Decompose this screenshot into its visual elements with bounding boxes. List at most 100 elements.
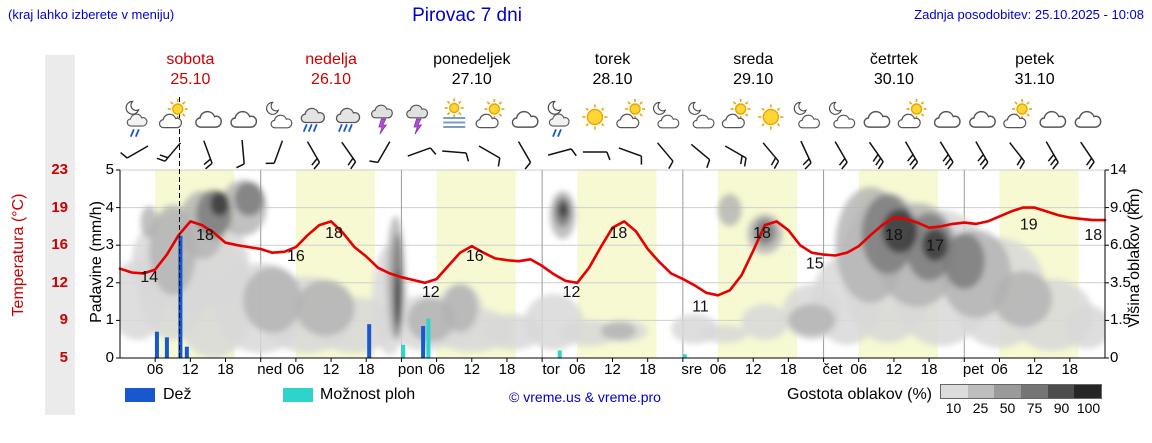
- svg-text:18: 18: [753, 225, 771, 242]
- temp-tick-label: 19: [51, 198, 68, 216]
- wind-barb: [341, 141, 357, 170]
- day-abbrev-label: čet: [822, 361, 843, 378]
- wind-barb: [236, 139, 245, 169]
- day-abbrev-label: pon: [397, 361, 423, 378]
- day-name: četrtek: [869, 51, 918, 68]
- weather-icon-storm: [406, 104, 429, 135]
- weather-icon-sun-cloud: [897, 99, 927, 129]
- day-name: sobota: [166, 51, 215, 68]
- copyright-link[interactable]: © vreme.us & vreme.pro: [509, 389, 661, 405]
- wind-barb: [369, 141, 391, 164]
- day-date: 25.10: [170, 71, 211, 88]
- x-tick-label: 06: [428, 361, 445, 378]
- day-date: 29.10: [733, 71, 774, 88]
- menu-note: (kraj lahko izberete v meniju): [8, 7, 175, 22]
- weather-icon-cloud: [969, 110, 996, 128]
- svg-text:16: 16: [287, 248, 305, 265]
- svg-text:16: 16: [466, 248, 484, 265]
- wind-barb: [478, 145, 501, 167]
- temp-tick-label: 12: [51, 273, 68, 291]
- svg-text:18: 18: [325, 225, 343, 242]
- svg-text:12: 12: [563, 284, 581, 301]
- svg-text:18: 18: [609, 225, 627, 242]
- weather-icon-sun: [582, 104, 608, 130]
- day-abbrev-label: tor: [542, 361, 560, 378]
- wind-barb: [618, 147, 643, 165]
- cloud-tick-label: 1.5: [1110, 311, 1131, 329]
- density-tick-label: 10: [945, 400, 962, 416]
- cloud-shading: [120, 180, 1105, 358]
- x-tick-label: 18: [217, 361, 234, 378]
- weather-icons: [125, 98, 1102, 137]
- weather-icon-moon-cloud: [793, 101, 821, 129]
- x-tick-label: 12: [463, 361, 481, 378]
- weather-icon-fog-sun: [443, 98, 466, 128]
- weather-icon-moon-rain: [547, 100, 570, 137]
- rain-tick-label: 5: [105, 161, 114, 178]
- wind-barb: [547, 148, 577, 157]
- day-name: sreda: [733, 51, 774, 68]
- svg-text:12: 12: [422, 284, 440, 301]
- weather-icon-storm: [370, 104, 393, 135]
- wind-barb: [1009, 142, 1026, 170]
- day-name: petek: [1015, 51, 1055, 68]
- day-date: 31.10: [1014, 71, 1055, 88]
- weather-icon-sun-cloud: [1003, 99, 1033, 129]
- temp-tick-label: 9: [59, 311, 68, 329]
- day-abbrev-label: sre: [681, 361, 703, 378]
- day-name: nedelja: [305, 51, 357, 68]
- weather-icon-cloud: [511, 110, 539, 128]
- weather-icon-moon-cloud: [688, 101, 715, 129]
- day-date: 28.10: [592, 71, 633, 88]
- density-tick-label: 50: [999, 400, 1016, 416]
- cloud-tick-label: 3.5: [1110, 273, 1131, 291]
- weather-icon-moon-cloud: [266, 101, 293, 129]
- weather-icon-moon-cloud: [653, 101, 680, 129]
- rain-tick-label: 3: [105, 236, 114, 254]
- cloud-tick-label: 6.0: [1110, 236, 1131, 254]
- weather-icon-cloud: [195, 110, 222, 128]
- cloud-tick-label: 14: [1110, 161, 1127, 178]
- svg-text:14: 14: [140, 269, 158, 286]
- rain-legend-swatch: [125, 388, 155, 402]
- rain-legend-label: Dež: [163, 386, 192, 403]
- day-date: 27.10: [451, 71, 492, 88]
- x-tick-label: 12: [322, 361, 340, 378]
- page-title: Pirovac 7 dni: [412, 5, 522, 26]
- density-cell: [1074, 385, 1102, 398]
- wind-barb: [407, 147, 437, 157]
- wind-barb: [975, 141, 989, 170]
- svg-text:18: 18: [196, 227, 214, 244]
- temperature-labels: 14 18 16 18 12 16 12 18 11 18 15 18 17 19 18: [140, 217, 1102, 316]
- wind-barb: [800, 140, 812, 170]
- wind-barb: [656, 142, 674, 170]
- x-tick-label: 06: [850, 361, 868, 378]
- temp-tick-label: 5: [59, 349, 68, 366]
- x-tick-label: 06: [991, 361, 1008, 378]
- weather-icon-sun-cloud: [158, 99, 188, 129]
- rain-tick-label: 4: [105, 198, 114, 216]
- density-cell: [967, 385, 995, 398]
- svg-text:15: 15: [806, 256, 824, 273]
- day-abbrev-label: pet: [962, 361, 984, 378]
- weather-icon-cloud-rain: [300, 107, 326, 132]
- density-tick-label: 25: [972, 400, 989, 416]
- density-tick-label: 90: [1053, 400, 1070, 416]
- wind-barbs: [120, 139, 1095, 170]
- weather-icon-cloud-rain: [335, 107, 361, 132]
- cloud-density-scale: [940, 384, 1102, 399]
- weather-icon-cloud: [1074, 110, 1102, 128]
- x-tick-label: 12: [182, 361, 199, 378]
- temperature-line: [118, 206, 1107, 297]
- cloud-tick-label: 9.0: [1110, 198, 1131, 216]
- day-date: 30.10: [873, 71, 914, 88]
- wind-barb: [762, 142, 780, 170]
- wind-barb: [1080, 141, 1095, 170]
- x-tick-label: 12: [885, 361, 903, 378]
- weather-icon-moon-rain: [125, 100, 148, 137]
- shower-legend-label: Možnost ploh: [320, 386, 416, 403]
- x-tick-label: 18: [357, 361, 375, 378]
- weather-icon-cloud: [230, 110, 258, 128]
